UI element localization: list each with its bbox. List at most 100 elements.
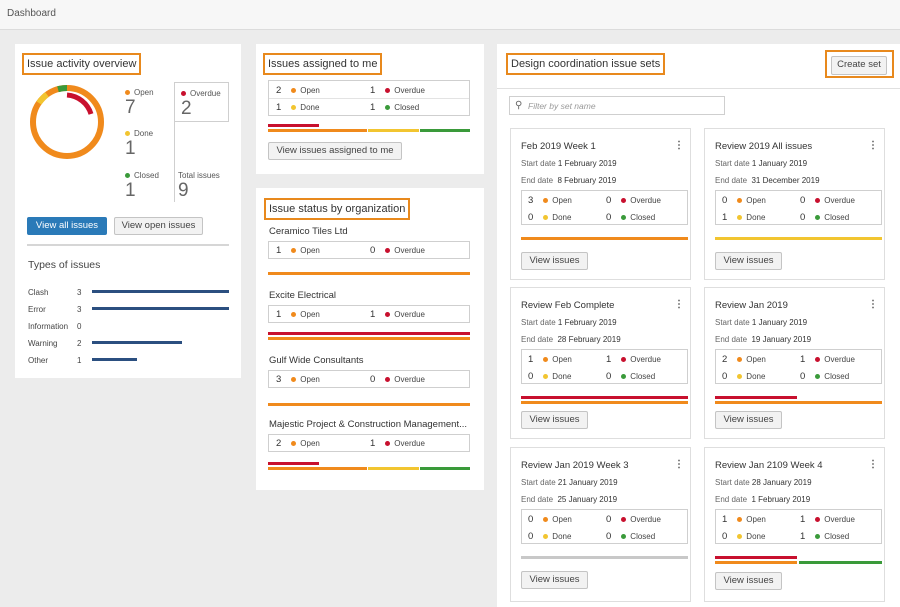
closed-dot-icon [125, 173, 130, 179]
org-overdue[interactable]: 1 Overdue [370, 438, 425, 449]
set-open[interactable]: 2 Open [722, 354, 766, 365]
set-done[interactable]: 1 Done [722, 212, 765, 223]
create-set-highlight [825, 50, 894, 78]
create-set-button[interactable]: Create set [831, 56, 887, 75]
issue-type-count: 2 [77, 339, 82, 348]
set-open[interactable]: 0 Open [528, 514, 572, 525]
set-closed[interactable]: 1 Closed [800, 531, 849, 542]
assigned-open[interactable]: 2 Open [276, 85, 320, 96]
set-overdue[interactable]: 0 Overdue [800, 195, 855, 206]
issue-set-name[interactable]: Review Jan 2019 [715, 300, 788, 311]
end-date-label: End date [715, 176, 748, 185]
view-issues-button[interactable]: View issues [521, 252, 588, 270]
panel-title: Design coordination issue sets [506, 53, 666, 75]
set-done[interactable]: 0 Done [722, 371, 765, 382]
stat-open[interactable]: Open 7 [125, 88, 154, 118]
issue-set-card[interactable]: Review Feb Complete ⋮ Start date 1 Februar… [510, 287, 691, 439]
view-open-issues-button[interactable]: View open issues [114, 217, 203, 235]
issue-set-card[interactable]: Review 2019 All issues ⋮ Start date 1 Janu… [704, 128, 885, 280]
set-overdue-label: Overdue [630, 196, 661, 205]
set-overdue[interactable]: 0 Overdue [606, 195, 661, 206]
set-done[interactable]: 0 Done [528, 531, 571, 542]
view-issues-button[interactable]: View issues [521, 411, 588, 429]
org-open[interactable]: 3 Open [276, 374, 320, 385]
assigned-closed-count: 1 [370, 102, 376, 113]
set-open-label: Open [746, 515, 766, 524]
org-overdue[interactable]: 0 Overdue [370, 374, 425, 385]
set-open[interactable]: 1 Open [528, 354, 572, 365]
set-overdue[interactable]: 1 Overdue [800, 514, 855, 525]
set-open-count: 0 [528, 514, 534, 525]
set-open-count: 3 [528, 195, 534, 206]
org-open-label: Open [300, 439, 320, 448]
stat-done-value: 1 [125, 138, 136, 159]
issue-set-name[interactable]: Feb 2019 Week 1 [521, 141, 596, 152]
set-overdue[interactable]: 0 Overdue [606, 514, 661, 525]
issue-set-card[interactable]: Feb 2019 Week 1 ⋮ Start date 1 February 20… [510, 128, 691, 280]
stat-overdue-box[interactable]: Overdue 2 [174, 82, 229, 122]
issue-set-card[interactable]: Review Jan 2019 ⋮ Start date 1 January 201… [704, 287, 885, 439]
assigned-overdue[interactable]: 1 Overdue [370, 85, 425, 96]
org-name: Ceramico Tiles Ltd [269, 226, 348, 237]
breadcrumb[interactable]: Dashboard [7, 8, 56, 19]
org-open[interactable]: 1 Open [276, 245, 320, 256]
org-overdue[interactable]: 0 Overdue [370, 245, 425, 256]
stat-done[interactable]: Done 1 [125, 129, 153, 159]
kebab-menu-icon[interactable]: ⋮ [674, 299, 684, 310]
set-closed[interactable]: 0 Closed [606, 371, 655, 382]
start-date-value: 1 January 2019 [751, 159, 808, 168]
set-closed-count: 0 [800, 371, 806, 382]
set-done-label: Done [746, 372, 766, 381]
set-closed[interactable]: 0 Closed [800, 371, 849, 382]
issue-set-name[interactable]: Review Jan 2019 Week 3 [521, 460, 629, 471]
set-status-bar [715, 396, 797, 399]
set-done[interactable]: 0 Done [528, 212, 571, 223]
set-done[interactable]: 0 Done [528, 371, 571, 382]
closed-dot-icon [621, 374, 627, 380]
view-issues-button[interactable]: View issues [715, 572, 782, 590]
start-date-label: Start date [521, 318, 556, 327]
stat-closed[interactable]: Closed 1 [125, 171, 159, 201]
issue-set-name[interactable]: Review 2019 All issues [715, 141, 813, 152]
org-open[interactable]: 1 Open [276, 309, 320, 320]
issue-set-card[interactable]: Review Jan 2109 Week 4 ⋮ Start date 28 Jan… [704, 447, 885, 602]
view-issues-button[interactable]: View issues [715, 411, 782, 429]
issue-type-label: Clash [28, 288, 49, 297]
assigned-done[interactable]: 1 Done [276, 102, 319, 113]
open-dot-icon [291, 312, 297, 318]
set-open-count: 2 [722, 354, 728, 365]
set-closed[interactable]: 0 Closed [800, 212, 849, 223]
view-issues-button[interactable]: View issues [715, 252, 782, 270]
set-done[interactable]: 0 Done [722, 531, 765, 542]
view-assigned-button[interactable]: View issues assigned to me [268, 142, 402, 160]
set-closed[interactable]: 0 Closed [606, 212, 655, 223]
stat-done-label: Done [134, 129, 154, 138]
kebab-menu-icon[interactable]: ⋮ [674, 140, 684, 151]
view-all-issues-button[interactable]: View all issues [27, 217, 107, 235]
issue-set-card[interactable]: Review Jan 2019 Week 3 ⋮ Start date 21 Jan… [510, 447, 691, 602]
kebab-menu-icon[interactable]: ⋮ [868, 459, 878, 470]
set-open[interactable]: 1 Open [722, 514, 766, 525]
issue-set-name[interactable]: Review Feb Complete [521, 300, 615, 311]
set-open[interactable]: 3 Open [528, 195, 572, 206]
view-issues-button[interactable]: View issues [521, 571, 588, 589]
org-overdue[interactable]: 1 Overdue [370, 309, 425, 320]
kebab-menu-icon[interactable]: ⋮ [674, 459, 684, 470]
org-bar-overdue [268, 332, 470, 335]
filter-input[interactable]: ⚲ Filter by set name [509, 96, 725, 115]
stat-total-label: Total issues [178, 171, 220, 180]
row-divider [269, 98, 469, 99]
org-overdue-label: Overdue [394, 439, 425, 448]
set-closed[interactable]: 0 Closed [606, 531, 655, 542]
set-open[interactable]: 0 Open [722, 195, 766, 206]
overdue-dot-icon [815, 198, 821, 204]
org-open[interactable]: 2 Open [276, 438, 320, 449]
set-overdue[interactable]: 1 Overdue [800, 354, 855, 365]
set-overdue[interactable]: 1 Overdue [606, 354, 661, 365]
issue-set-name[interactable]: Review Jan 2109 Week 4 [715, 460, 823, 471]
done-dot-icon [543, 215, 549, 221]
assigned-closed[interactable]: 1 Closed [370, 102, 419, 113]
kebab-menu-icon[interactable]: ⋮ [868, 140, 878, 151]
set-overdue-count: 1 [800, 514, 806, 525]
kebab-menu-icon[interactable]: ⋮ [868, 299, 878, 310]
